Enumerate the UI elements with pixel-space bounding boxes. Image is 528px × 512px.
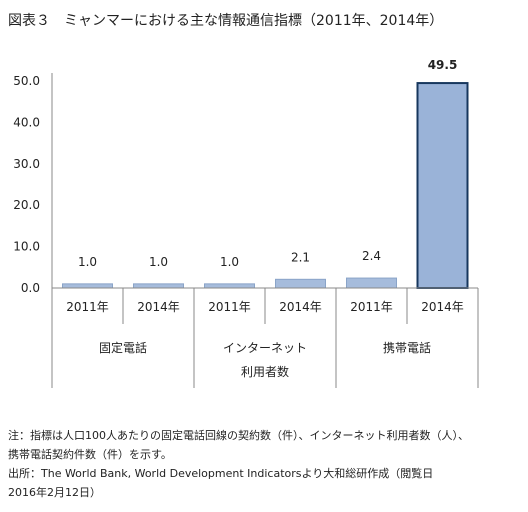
data-label: 1.0 xyxy=(78,255,97,269)
data-label: 2.1 xyxy=(291,250,310,264)
y-tick-label: 0.0 xyxy=(21,281,40,295)
data-labels: 1.0 1.0 1.0 2.1 2.4 49.5 xyxy=(78,58,457,269)
axes xyxy=(51,73,479,388)
y-tick-label: 30.0 xyxy=(13,157,40,171)
chart-title: 図表３ ミャンマーにおける主な情報通信指標（2011年、2014年） xyxy=(8,13,444,29)
x-tick-label: 2014年 xyxy=(421,300,464,314)
bar xyxy=(416,82,469,289)
data-label: 49.5 xyxy=(428,58,458,72)
bar xyxy=(275,278,326,289)
y-tick-label: 20.0 xyxy=(13,198,40,212)
x-axis-category-labels: 2011年 2014年 2011年 2014年 2011年 2014年 xyxy=(66,300,464,314)
source-line-2: 2016年2月12日） xyxy=(8,486,101,499)
data-label: 1.0 xyxy=(220,255,239,269)
y-axis-tick-labels: 0.0 10.0 20.0 30.0 40.0 50.0 xyxy=(13,74,40,295)
bar xyxy=(62,283,113,289)
group-label: 利用者数 xyxy=(241,364,289,379)
x-tick-label: 2014年 xyxy=(279,300,322,314)
group-label: 携帯電話 xyxy=(383,340,431,355)
x-axis-group-labels: 固定電話 インターネット利用者数 携帯電話 xyxy=(99,340,431,379)
bar-series xyxy=(62,82,469,289)
x-tick-label: 2011年 xyxy=(66,300,109,314)
y-tick-label: 10.0 xyxy=(13,240,40,254)
x-tick-label: 2011年 xyxy=(350,300,393,314)
data-label: 1.0 xyxy=(149,255,168,269)
bar xyxy=(346,277,397,289)
y-tick-label: 50.0 xyxy=(13,74,40,88)
footnote-line-2: 携帯電話契約件数（件）を示す。 xyxy=(8,448,172,461)
bar-chart: 0.0 10.0 20.0 30.0 40.0 50.0 1.0 1.0 1.0 2.1 2.4 4… xyxy=(13,58,479,388)
bar xyxy=(133,283,184,289)
bar xyxy=(204,283,255,289)
source-line-1: 出所：The World Bank, World Development Ind… xyxy=(8,467,434,480)
y-tick-label: 40.0 xyxy=(13,115,40,129)
group-label: インターネット xyxy=(223,341,307,355)
x-tick-label: 2014年 xyxy=(137,300,180,314)
x-tick-label: 2011年 xyxy=(208,300,251,314)
data-label: 2.4 xyxy=(362,249,381,263)
footnote-line-1: 注：指標は人口100人あたりの固定電話回線の契約数（件）、インターネット利用者数… xyxy=(8,429,469,442)
group-label: 固定電話 xyxy=(99,340,147,355)
